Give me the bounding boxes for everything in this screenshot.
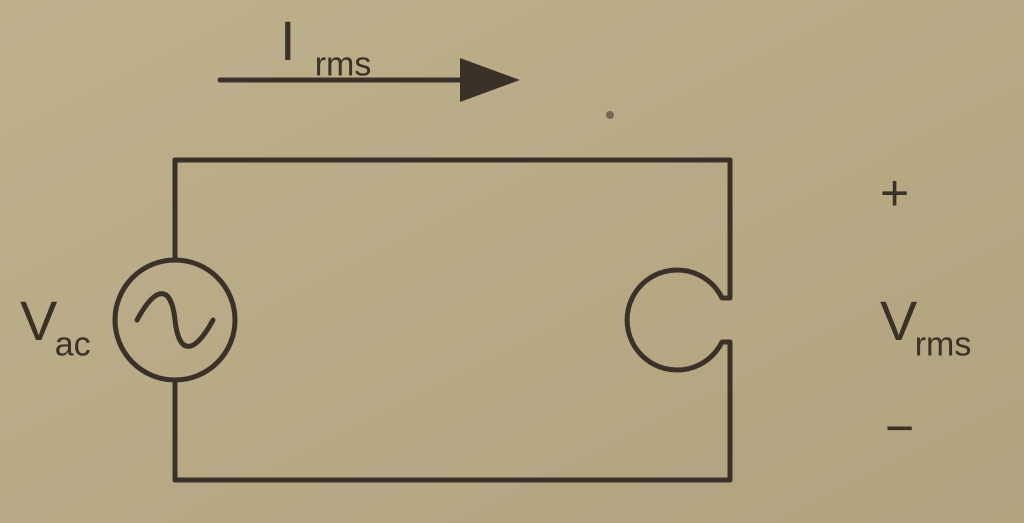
current-label: I — [280, 9, 296, 72]
polarity-plus: + — [880, 165, 909, 221]
circuit-diagram: I rms V ac V rms + − — [0, 0, 1024, 523]
load-label-sub: rms — [915, 325, 972, 363]
source-label-sub: ac — [55, 325, 91, 363]
source-label: V — [20, 289, 58, 352]
current-label-sub: rms — [315, 45, 372, 83]
polarity-minus: − — [885, 400, 914, 456]
scan-speck — [606, 111, 614, 119]
load-label: V — [880, 289, 918, 352]
